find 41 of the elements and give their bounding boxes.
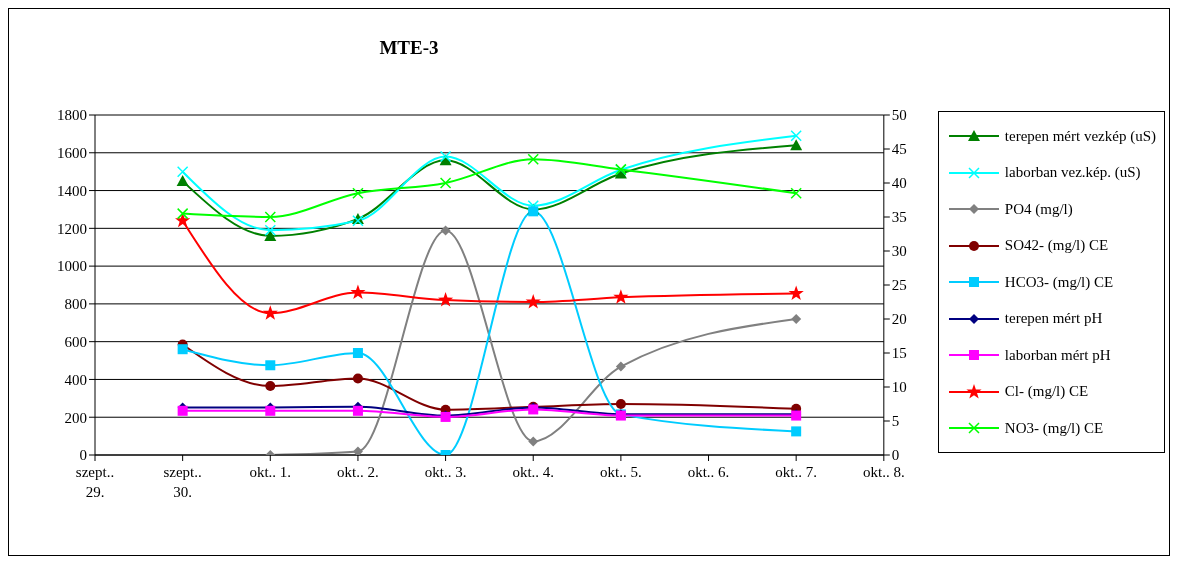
legend-label: terepen mért vezkép (uS) (1004, 127, 1156, 145)
y-tick-label: 600 (64, 333, 87, 350)
x-tick-label: okt.. 7. (775, 464, 817, 480)
y2-tick-label: 0 (891, 447, 900, 464)
x-tick-label: okt.. 4. (512, 464, 555, 480)
legend-label: terepen mért pH (1004, 310, 1103, 327)
x-tick-label: szept.. 29. (75, 464, 115, 500)
x-tick-label: okt.. 1. (249, 464, 292, 480)
y2-tick-label: 20 (891, 311, 907, 328)
y2-tick-label: 35 (891, 209, 907, 226)
y-tick-label: 1000 (57, 258, 87, 275)
y2-tick-label: 25 (891, 277, 907, 294)
legend-label: SO42- (mg/l) CE (1004, 237, 1109, 254)
legend-label: laborban vez.kép. (uS) (1004, 164, 1141, 181)
y2-tick-label: 15 (891, 345, 907, 362)
y-tick-label: 1200 (57, 220, 87, 237)
y2-tick-label: 5 (891, 413, 900, 430)
legend-label: NO3- (mg/l) CE (1004, 419, 1104, 437)
legend-label: laborban mért pH (1004, 346, 1111, 364)
y2-tick-label: 10 (891, 379, 907, 396)
y2-tick-label: 40 (891, 175, 907, 192)
legend-label: Cl- (mg/l) CE (1004, 383, 1089, 400)
y2-tick-label: 50 (891, 107, 907, 124)
x-tick-label: okt.. 2. (337, 464, 379, 480)
y-tick-label: 400 (64, 371, 87, 388)
legend-label: HCO3- (mg/l) CE (1004, 273, 1114, 291)
x-tick-label: okt.. 6. (687, 464, 730, 480)
x-tick-label: szept.. 30. (163, 464, 202, 500)
x-tick-label: okt.. 5. (600, 464, 642, 480)
y-tick-label: 1400 (57, 182, 87, 199)
y-tick-label: 1600 (57, 145, 87, 162)
y-tick-label: 200 (64, 409, 87, 426)
legend-label: PO4 (mg/l) (1004, 200, 1073, 218)
x-tick-label: okt.. 8. (862, 464, 905, 480)
y2-tick-label: 30 (891, 243, 907, 260)
y2-tick-label: 45 (891, 141, 907, 158)
chart-title: MTE-3 (378, 37, 440, 59)
y-tick-label: 1800 (57, 107, 87, 124)
y-tick-label: 0 (79, 447, 87, 464)
x-tick-label: okt.. 3. (424, 464, 467, 480)
y-tick-label: 800 (64, 296, 87, 313)
